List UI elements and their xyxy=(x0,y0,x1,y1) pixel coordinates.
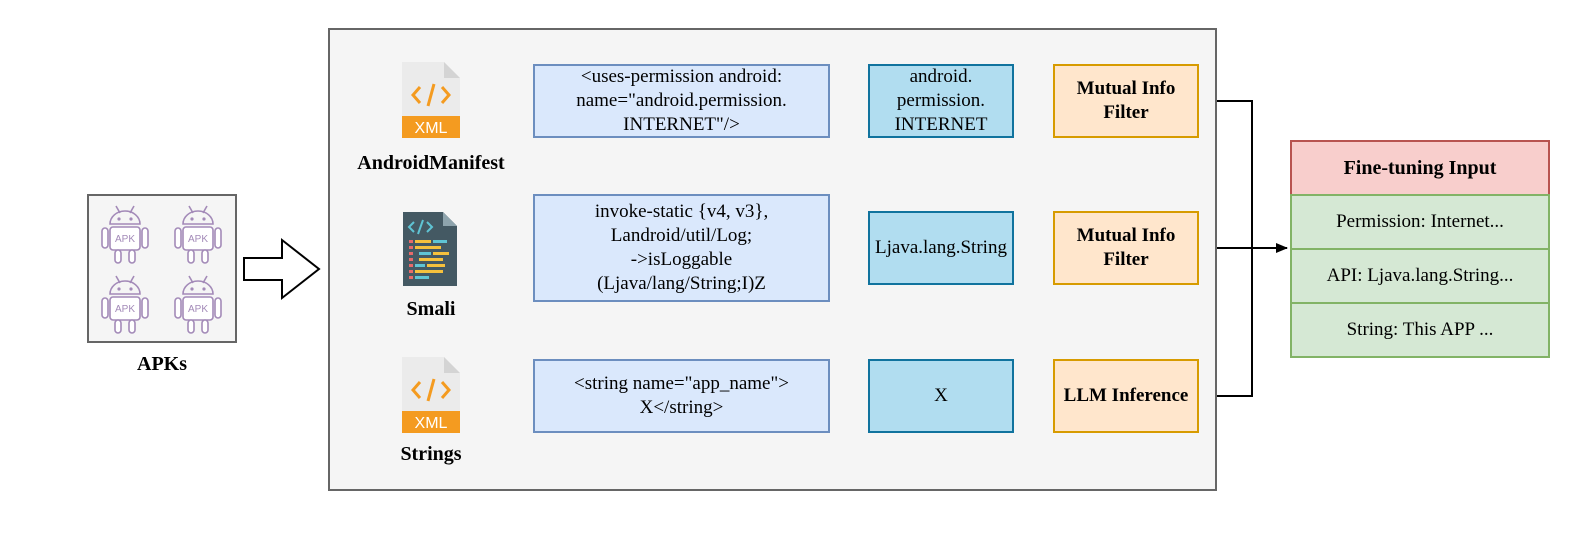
xml-badge-text: XML xyxy=(415,120,448,137)
code-box-smali: invoke-static {v4, v3}, Landroid/util/Lo… xyxy=(533,194,830,302)
llm-inference-box: LLM Inference xyxy=(1053,359,1199,433)
source-label-androidmanifest: AndroidManifest xyxy=(357,152,505,174)
fine-tuning-item-api: API: Ljava.lang.String... xyxy=(1290,248,1550,304)
fine-tuning-header: Fine-tuning Input xyxy=(1290,140,1550,196)
xml-file-icon: XML xyxy=(402,62,460,138)
apk-icon-text: APK xyxy=(115,234,135,245)
source-label-strings: Strings xyxy=(400,443,462,465)
code-box-strings: <string name="app_name"> X</string> xyxy=(533,359,830,433)
apks-box: APK APK APK APK xyxy=(87,194,237,343)
apks-label: APKs xyxy=(137,353,187,375)
apk-icon-text: APK xyxy=(188,304,208,315)
big-hollow-arrow xyxy=(243,237,321,301)
fine-tuning-item-permission: Permission: Internet... xyxy=(1290,194,1550,250)
source-label-smali: Smali xyxy=(406,298,456,320)
apk-icon-text: APK xyxy=(188,234,208,245)
fine-tuning-item-string: String: This APP ... xyxy=(1290,302,1550,358)
xml-file-icon: XML xyxy=(402,357,460,433)
token-box-api: Ljava.lang.String xyxy=(868,211,1014,285)
mutual-info-filter-1: Mutual Info Filter xyxy=(1053,64,1199,138)
mutual-info-filter-2: Mutual Info Filter xyxy=(1053,211,1199,285)
apk-icon-text: APK xyxy=(115,304,135,315)
code-box-manifest: <uses-permission android: name="android.… xyxy=(533,64,830,138)
code-file-icon xyxy=(403,212,457,286)
token-box-permission: android. permission. INTERNET xyxy=(868,64,1014,138)
xml-badge-text: XML xyxy=(415,415,448,432)
token-box-string: X xyxy=(868,359,1014,433)
android-apk-icons: APK APK APK APK xyxy=(101,205,222,334)
